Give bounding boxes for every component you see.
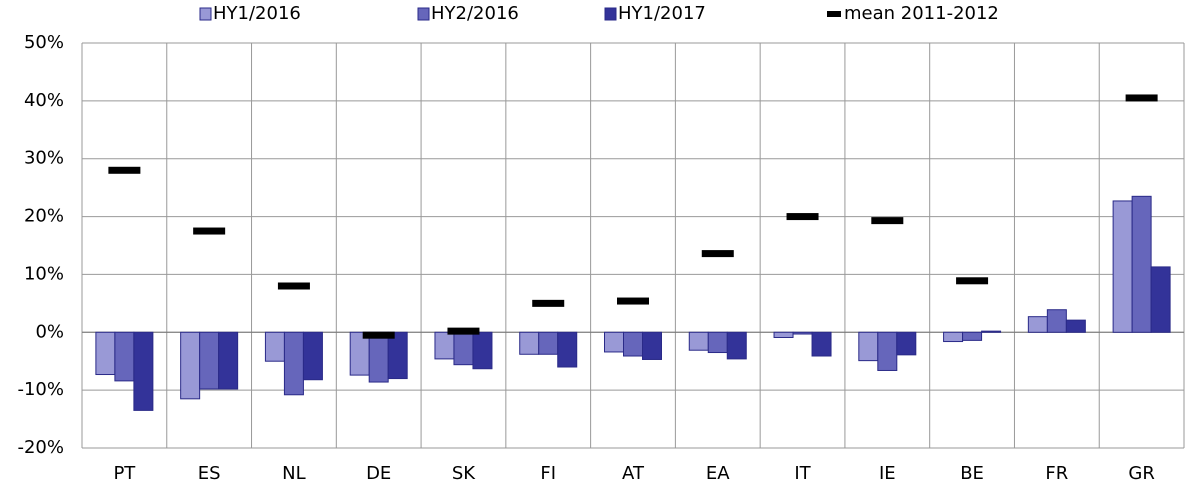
- y-tick-label: 20%: [24, 206, 64, 227]
- y-tick-label: 0%: [35, 321, 64, 342]
- bar: [434, 331, 455, 360]
- bar: [792, 331, 813, 335]
- x-tick-label: FR: [1045, 463, 1068, 484]
- y-tick-label: -20%: [17, 437, 64, 458]
- bar: [688, 331, 709, 351]
- x-tick-label: GR: [1128, 463, 1154, 484]
- x-tick-label: NL: [282, 463, 306, 484]
- y-tick-label: 40%: [24, 90, 64, 111]
- x-tick-label: EA: [706, 463, 730, 484]
- mean-marker: [1125, 94, 1158, 102]
- bar: [133, 331, 154, 411]
- x-tick-label: AT: [622, 463, 645, 484]
- bar: [811, 331, 832, 357]
- y-tick-label: 10%: [24, 263, 64, 284]
- bar: [368, 331, 389, 383]
- bar: [962, 331, 983, 341]
- x-tick-label: BE: [960, 463, 984, 484]
- mean-marker: [532, 299, 565, 307]
- mean-marker: [786, 213, 819, 221]
- bar: [519, 331, 540, 355]
- bar: [180, 331, 201, 400]
- mean-marker: [701, 250, 734, 258]
- bar: [1046, 309, 1067, 333]
- mean-marker: [956, 277, 989, 285]
- bar: [349, 331, 370, 376]
- bar: [1112, 200, 1133, 333]
- x-tick-label: FI: [540, 463, 556, 484]
- bar: [472, 331, 493, 370]
- x-tick-label: ES: [198, 463, 221, 484]
- bar: [387, 331, 408, 380]
- bar: [1131, 195, 1152, 333]
- bar: [538, 331, 559, 355]
- bar: [642, 331, 662, 360]
- bar: [95, 331, 116, 376]
- bar: [623, 331, 643, 357]
- bar: [264, 331, 285, 362]
- y-tick-label: 50%: [24, 32, 64, 53]
- x-tick-label: DE: [366, 463, 391, 484]
- legend-swatch: [417, 7, 430, 21]
- legend-swatch: [199, 7, 212, 21]
- x-tick-label: IE: [879, 463, 896, 484]
- y-tick-label: 30%: [24, 148, 64, 169]
- bar: [1150, 266, 1171, 333]
- bar: [302, 331, 323, 381]
- bar: [707, 331, 728, 354]
- mean-marker: [193, 227, 226, 235]
- bar: [218, 331, 239, 390]
- x-tick-label: PT: [113, 463, 136, 484]
- x-tick-label: SK: [452, 463, 476, 484]
- legend-label: HY1/2017: [618, 3, 706, 24]
- bar: [114, 331, 135, 382]
- bar: [726, 331, 747, 360]
- bar: [877, 331, 898, 371]
- mean-marker: [362, 331, 395, 339]
- x-tick-label: IT: [794, 463, 811, 484]
- bar: [199, 331, 220, 390]
- bar: [1027, 316, 1048, 333]
- bar: [943, 331, 964, 343]
- bar: [1065, 319, 1086, 333]
- mean-marker: [871, 217, 904, 225]
- legend-label: mean 2011-2012: [844, 3, 999, 24]
- y-tick-label: -10%: [17, 379, 64, 400]
- legend-label: HY2/2016: [431, 3, 519, 24]
- legend-swatch: [604, 7, 617, 21]
- mean-marker: [617, 297, 649, 305]
- mean-marker: [108, 166, 141, 174]
- legend-label: HY1/2016: [213, 3, 301, 24]
- bar: [858, 331, 879, 362]
- bar: [604, 331, 624, 353]
- bar: [283, 331, 304, 396]
- bar: [773, 331, 794, 338]
- bar: [981, 330, 1002, 333]
- legend-swatch: [827, 11, 841, 17]
- bar: [557, 331, 578, 368]
- mean-marker: [447, 327, 480, 335]
- bar: [896, 331, 917, 356]
- bar: [453, 331, 474, 366]
- mean-marker: [277, 282, 310, 290]
